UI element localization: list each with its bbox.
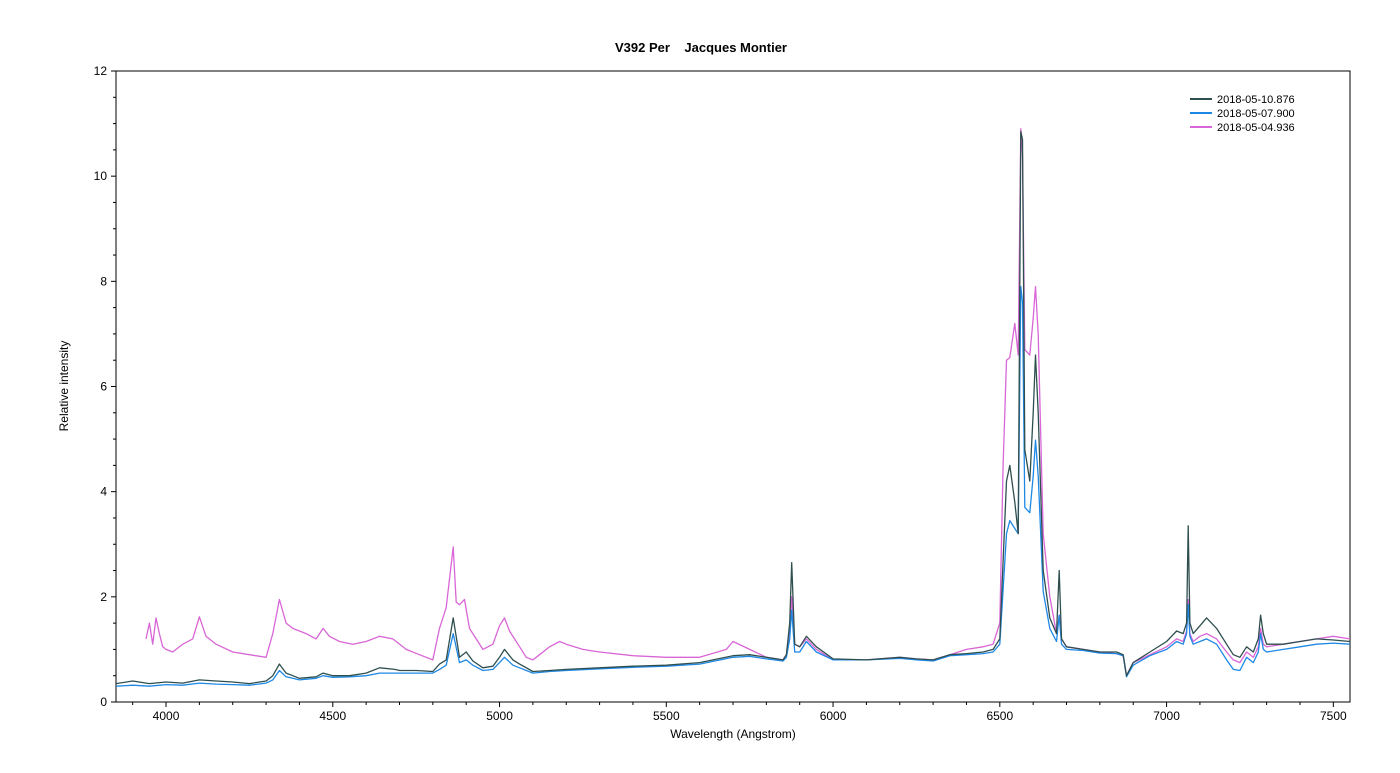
x-tick-label: 5500	[653, 709, 680, 723]
legend-label: 2018-05-07.900	[1217, 108, 1295, 120]
legend: 2018-05-10.876 2018-05-07.900 2018-05-04.9…	[1190, 94, 1295, 134]
x-tick-label: 4500	[319, 709, 346, 723]
x-tick-label: 6500	[986, 709, 1013, 723]
series-layer	[116, 128, 1350, 687]
x-axis-title: Wavelength (Angstrom)	[670, 727, 796, 741]
x-tick-label: 4000	[153, 709, 180, 723]
y-tick-label: 0	[100, 695, 107, 709]
x-tick-label: 7500	[1320, 709, 1347, 723]
chart-title: V392 Per Jacques Montier	[615, 40, 787, 55]
x-axis: 4000 4500 5000 5500 6000 6500 7000 7500	[132, 702, 1347, 723]
legend-label: 2018-05-04.936	[1217, 122, 1295, 134]
y-tick-label: 4	[100, 485, 107, 499]
y-axis-title: Relative intensity	[57, 341, 71, 432]
y-tick-label: 6	[100, 380, 107, 394]
x-tick-label: 5000	[486, 709, 513, 723]
series-line-0	[116, 130, 1350, 685]
series-line-2	[145, 128, 1350, 677]
y-tick-label: 2	[100, 590, 107, 604]
x-tick-label: 7000	[1153, 709, 1180, 723]
y-tick-label: 12	[94, 64, 108, 78]
y-tick-label: 10	[94, 169, 108, 183]
y-tick-label: 8	[100, 274, 107, 288]
plot-area	[115, 70, 1351, 703]
legend-label: 2018-05-10.876	[1217, 94, 1295, 106]
series-line-1	[116, 285, 1350, 687]
x-tick-label: 6000	[820, 709, 847, 723]
y-axis: 0 2 4 6 8 10 12	[94, 64, 116, 709]
